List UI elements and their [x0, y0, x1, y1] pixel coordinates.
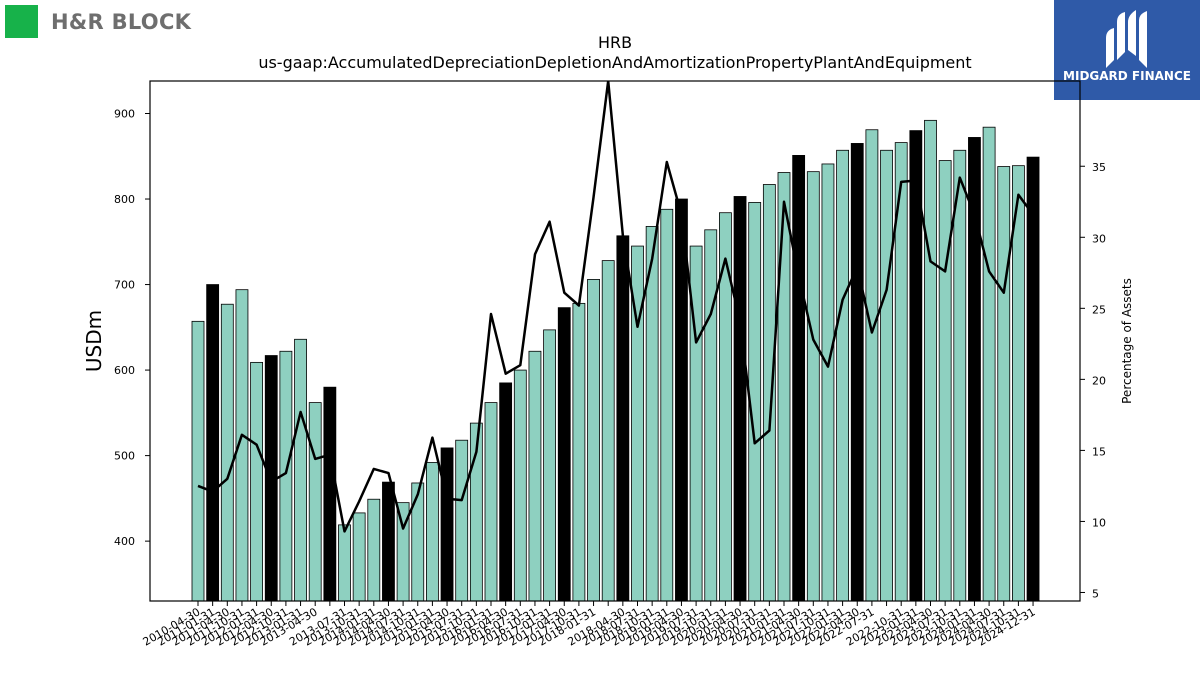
- y-tick-label: 600: [114, 364, 135, 377]
- bar: [455, 439, 469, 601]
- bar: [953, 149, 967, 601]
- bar: [821, 163, 835, 601]
- bar: [1012, 165, 1025, 601]
- bar: [631, 245, 644, 601]
- bar: [382, 481, 395, 601]
- bar: [499, 382, 513, 601]
- bar: [968, 137, 981, 601]
- bar: [338, 524, 351, 601]
- bar: [367, 498, 381, 601]
- bar: [294, 338, 307, 601]
- bar: [572, 302, 586, 601]
- hr-block-logo-text: H&R BLOCK: [51, 9, 192, 34]
- y2-tick-label: 35: [1092, 161, 1106, 174]
- bar: [997, 166, 1011, 601]
- bar: [616, 235, 630, 601]
- bar: [528, 350, 542, 601]
- y2-tick-label: 25: [1092, 303, 1106, 316]
- bar: [777, 172, 791, 601]
- percentage-line: [197, 81, 1035, 533]
- bar: [543, 329, 556, 601]
- y2-tick-label: 15: [1092, 445, 1106, 458]
- bar: [733, 196, 747, 601]
- bar: [220, 303, 234, 601]
- bar: [425, 462, 439, 601]
- bar: [675, 198, 688, 601]
- bar: [938, 160, 952, 601]
- axes: 40050060070080090051015202530352010-04-3…: [114, 80, 1106, 649]
- line-series: [197, 81, 1035, 533]
- chart-title: HRB: [598, 33, 632, 52]
- bar: [601, 260, 615, 601]
- bar: [250, 361, 264, 601]
- bar: [323, 386, 337, 601]
- bar: [440, 447, 454, 601]
- bar: [235, 289, 249, 601]
- midgard-finance-logo: MIDGARD FINANCE: [1054, 0, 1200, 100]
- midgard-logo-icon: [1106, 10, 1147, 68]
- y-axis-label: USDm: [82, 310, 106, 372]
- bar-series: [191, 119, 1040, 601]
- bar: [894, 142, 908, 601]
- chart-subtitle: us-gaap:AccumulatedDepreciationDepletion…: [258, 53, 971, 72]
- y-tick-label: 700: [114, 279, 135, 292]
- bar: [308, 402, 322, 601]
- y-tick-label: 900: [114, 108, 135, 121]
- bar: [924, 119, 937, 601]
- bar: [909, 130, 923, 601]
- bar: [411, 482, 425, 601]
- bar: [191, 320, 205, 601]
- bar: [704, 229, 718, 601]
- bar: [484, 402, 498, 601]
- bar: [513, 369, 527, 601]
- bar: [982, 126, 996, 601]
- hr-block-logo: H&R BLOCK: [5, 5, 191, 38]
- y2-tick-label: 10: [1092, 516, 1106, 529]
- bar: [396, 502, 410, 601]
- bar: [587, 279, 600, 601]
- bar: [880, 149, 893, 601]
- bar: [762, 184, 776, 601]
- y2-tick-label: 30: [1092, 232, 1106, 245]
- midgard-logo-text: MIDGARD FINANCE: [1063, 69, 1191, 83]
- y-tick-label: 800: [114, 193, 135, 206]
- bar: [206, 284, 220, 601]
- y-tick-label: 500: [114, 450, 135, 463]
- bar: [1026, 156, 1040, 601]
- hr-block-logo-square: [5, 5, 38, 38]
- bar: [850, 143, 864, 601]
- bar: [865, 129, 879, 601]
- y2-tick-label: 20: [1092, 374, 1106, 387]
- y-tick-label: 400: [114, 535, 135, 548]
- bar: [806, 171, 820, 601]
- plot-frame: [149, 80, 1081, 602]
- y2-tick-label: 5: [1092, 587, 1099, 600]
- bar: [836, 149, 849, 601]
- bar: [792, 155, 806, 601]
- bar: [557, 307, 571, 601]
- bar: [660, 208, 674, 601]
- y2-axis-label: Percentage of Assets: [1120, 278, 1134, 404]
- bar: [352, 512, 366, 601]
